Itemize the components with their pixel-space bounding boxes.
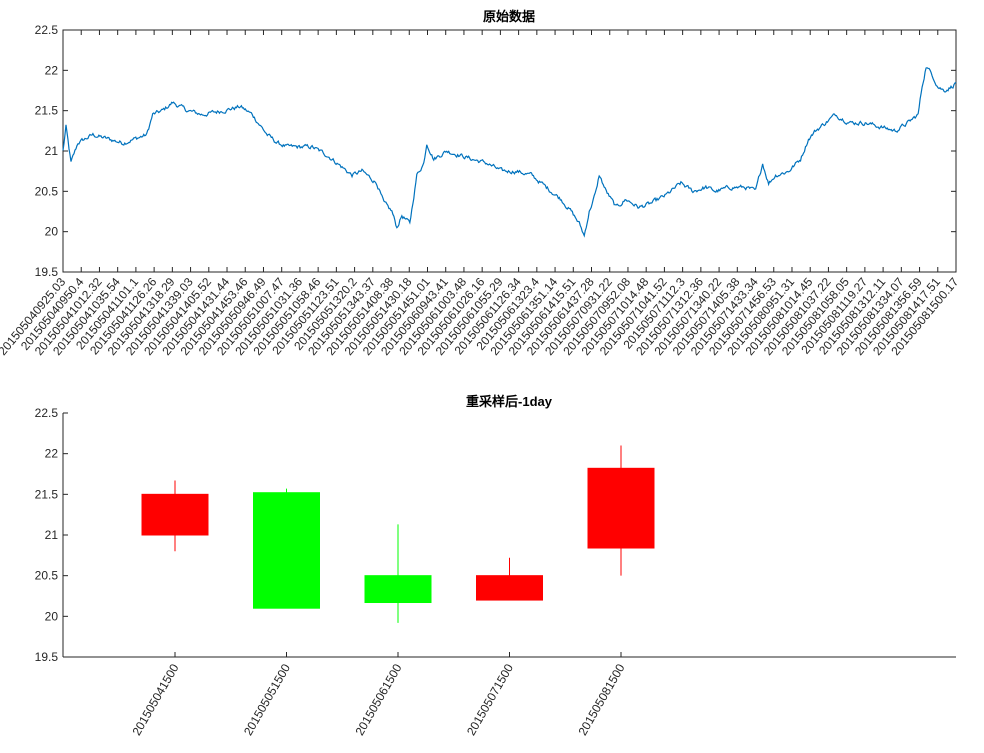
- candle-body: [253, 492, 320, 609]
- raw-data-title: 原始数据: [483, 9, 535, 24]
- y-tick-label: 20: [45, 609, 59, 623]
- candle-body: [476, 575, 543, 601]
- y-tick-label: 19.5: [35, 265, 59, 279]
- raw-data-x-axis: 201505040925.03201505040950.420150504101…: [0, 30, 961, 358]
- y-tick-label: 22: [45, 63, 59, 77]
- y-tick-label: 21: [45, 528, 59, 542]
- raw-data-panel: 原始数据 19.5 20 20.5 21 21.5 22 22.5 201505040925…: [0, 9, 961, 358]
- candle-body: [587, 467, 655, 549]
- resampled-panel: 重采样后-1day 19.5 20 20.5 21 21.5 22 22.5 2015050…: [35, 394, 956, 738]
- raw-data-axes-box: [62, 29, 957, 273]
- y-tick-label: 22: [45, 447, 59, 461]
- y-tick-label: 21.5: [35, 487, 59, 501]
- y-tick-label: 19.5: [35, 650, 59, 664]
- x-tick-label: 201505081500: [575, 661, 627, 738]
- x-tick-label: 201505071500: [464, 661, 516, 738]
- resampled-y-axis: 19.5 20 20.5 21 21.5 22 22.5: [35, 406, 68, 664]
- resampled-x-axis: 201505041500 201505051500 201505061500 2015…: [129, 652, 628, 738]
- resampled-title: 重采样后-1day: [466, 394, 553, 409]
- raw-data-series-line: [62, 67, 957, 238]
- x-tick-label: 201505041500: [129, 661, 181, 738]
- candle-body: [364, 575, 432, 604]
- resampled-candles: [141, 445, 655, 623]
- candle-body: [141, 493, 209, 536]
- y-tick-label: 20: [45, 225, 59, 239]
- y-tick-label: 22.5: [35, 23, 59, 37]
- y-tick-label: 20.5: [35, 569, 59, 583]
- x-tick-label: 201505051500: [241, 661, 293, 738]
- y-tick-label: 21.5: [35, 104, 59, 118]
- x-tick-label: 201505061500: [352, 661, 404, 738]
- raw-data-y-axis: 19.5 20 20.5 21 21.5 22 22.5: [35, 23, 956, 279]
- y-tick-label: 21: [45, 144, 59, 158]
- y-tick-label: 20.5: [35, 184, 59, 198]
- y-tick-label: 22.5: [35, 406, 59, 420]
